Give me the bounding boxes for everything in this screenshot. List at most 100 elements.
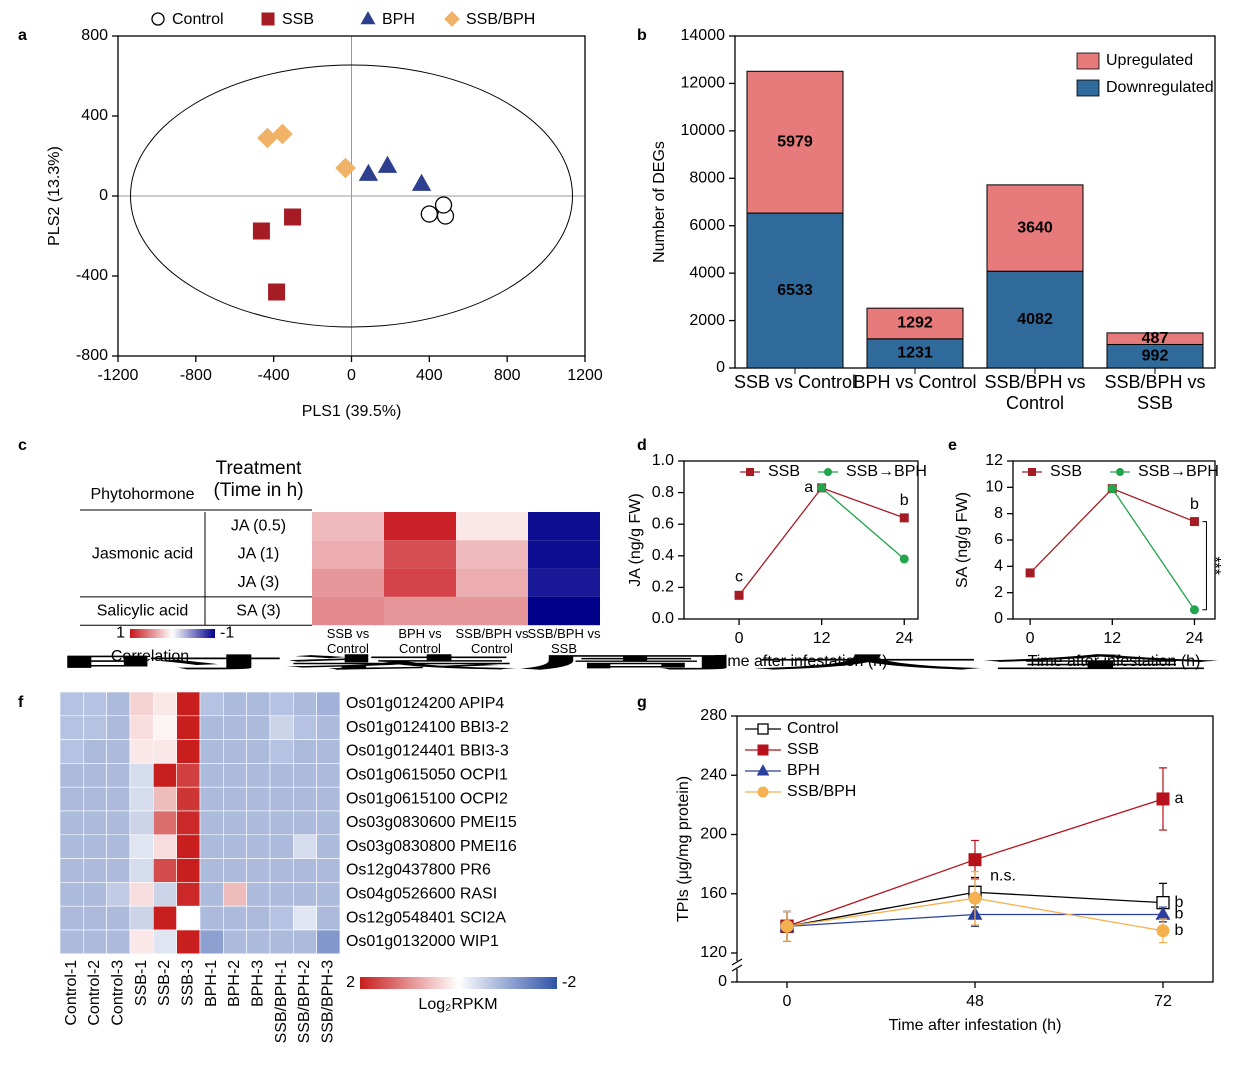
heatmap-cell bbox=[59, 786, 84, 812]
heatmap-cell bbox=[199, 810, 224, 836]
heatmap-cell bbox=[223, 834, 247, 859]
heatmap-cell bbox=[199, 905, 224, 931]
y-tick-label: 200 bbox=[700, 826, 727, 843]
y-tick-label: 8 bbox=[994, 505, 1003, 522]
heatmap-cell bbox=[223, 739, 247, 764]
heatmap-cell bbox=[59, 858, 84, 883]
heatmap-cell bbox=[106, 882, 131, 907]
y-tick-label: 1.0 bbox=[652, 452, 674, 469]
x-tick-label: 12 bbox=[813, 630, 831, 647]
legend-label: SSB→BPH bbox=[1138, 463, 1219, 480]
column-label: BPH vs Control bbox=[398, 627, 442, 657]
y-axis-label: PLS2 (13.3%) bbox=[46, 146, 63, 246]
y-tick-label: -800 bbox=[76, 347, 108, 364]
column-label: SSB/BPH-3 bbox=[320, 960, 337, 1044]
x-tick-label: 0 bbox=[735, 630, 744, 647]
y-tick-label: 12 bbox=[985, 452, 1003, 469]
significance-bracket bbox=[1202, 521, 1207, 611]
heatmap-cell bbox=[269, 810, 294, 836]
column-label: Control-3 bbox=[110, 960, 127, 1026]
heatmap-cell bbox=[199, 715, 224, 740]
heatmap-cell bbox=[316, 739, 341, 764]
point bbox=[1189, 517, 1199, 527]
heatmap-cell bbox=[199, 858, 224, 883]
point bbox=[899, 513, 909, 523]
column-label-box: BPH vs Control bbox=[398, 627, 442, 657]
heatmap-cell bbox=[153, 691, 177, 717]
point bbox=[268, 283, 286, 301]
axis-break-mark bbox=[731, 958, 743, 966]
legend-marker bbox=[151, 12, 165, 26]
legend-label: SSB bbox=[1050, 463, 1082, 480]
y-axis-label: TPIs (μg/mg protein) bbox=[675, 776, 692, 922]
legend-marker bbox=[756, 764, 770, 776]
heatmap-cell bbox=[384, 512, 456, 541]
x-tick-label: SSB/BPH vs SSB bbox=[1104, 372, 1206, 413]
y-tick-label: 4000 bbox=[689, 264, 725, 281]
heatmap-cell bbox=[176, 882, 201, 907]
heatmap-cell bbox=[153, 763, 177, 788]
panel-letter: c bbox=[18, 437, 27, 454]
point-label: b bbox=[900, 492, 909, 509]
bar-value-label: 1292 bbox=[897, 315, 933, 332]
heatmap-cell bbox=[129, 763, 154, 788]
heatmap-cell bbox=[316, 882, 341, 907]
column-label: SSB/BPH-1 bbox=[273, 960, 290, 1044]
bar-value-label: 4082 bbox=[1017, 311, 1053, 328]
colorbar-label: Log₂RPKM bbox=[418, 996, 497, 1013]
heatmap-cell bbox=[199, 691, 224, 717]
x-tick-label: 400 bbox=[416, 367, 443, 384]
point bbox=[1156, 924, 1170, 938]
heatmap-cell bbox=[83, 882, 107, 907]
y-tick-label: 160 bbox=[700, 885, 727, 902]
heatmap-cell bbox=[316, 929, 341, 955]
y-tick-label: 12000 bbox=[681, 75, 726, 92]
bar-segment bbox=[986, 270, 1084, 369]
row-label: JA (3) bbox=[238, 574, 280, 591]
heatmap-cell bbox=[292, 739, 317, 764]
x-tick-label: 0 bbox=[347, 367, 356, 384]
heatmap-cell bbox=[316, 905, 341, 931]
point bbox=[377, 155, 398, 173]
heatmap-cell bbox=[176, 691, 201, 717]
heatmap-cell bbox=[176, 834, 201, 859]
heatmap-cell bbox=[83, 715, 107, 740]
row-label: Os12g0437800 PR6 bbox=[346, 862, 491, 879]
y-tick-label: 0.6 bbox=[652, 515, 674, 532]
point-label: a bbox=[1175, 790, 1184, 807]
watermark: 时装周大全 bbox=[52, 653, 1231, 672]
point-label: n.s. bbox=[990, 867, 1016, 884]
row-label: Os01g0615050 OCPI1 bbox=[346, 767, 508, 784]
column-label: SSB vs Control bbox=[326, 627, 370, 657]
heatmap-cell bbox=[106, 786, 131, 812]
y-axis-label: JA (ng/g FW) bbox=[627, 493, 644, 586]
heatmap-cell bbox=[292, 929, 317, 955]
y-tick-label: 2 bbox=[994, 584, 1003, 601]
y-tick-label: 6 bbox=[994, 531, 1003, 548]
column-label: SSB-3 bbox=[180, 960, 197, 1006]
point bbox=[335, 157, 356, 179]
heatmap-cell bbox=[129, 810, 154, 836]
heatmap-cell bbox=[528, 540, 600, 569]
bar-segment bbox=[866, 307, 964, 340]
heatmap-cell bbox=[316, 763, 341, 788]
heatmap-cell bbox=[316, 691, 341, 717]
heatmap-cell bbox=[199, 763, 224, 788]
x-axis-label: Time after infestation (h) bbox=[715, 653, 888, 670]
legend-marker bbox=[1116, 468, 1124, 476]
column-label: SSB/BPH vs SSB bbox=[527, 627, 601, 657]
x-tick-label: 800 bbox=[494, 367, 521, 384]
point bbox=[411, 173, 432, 191]
heatmap-cell bbox=[528, 596, 600, 626]
heatmap-cell bbox=[292, 715, 317, 740]
heatmap-cell bbox=[106, 763, 131, 788]
row-label: Os03g0830800 PMEI16 bbox=[346, 838, 517, 855]
x-axis-label: Time after infestation (h) bbox=[889, 1017, 1062, 1034]
x-tick-label: 24 bbox=[895, 630, 913, 647]
heatmap-cell bbox=[106, 858, 131, 883]
heatmap-cell bbox=[59, 882, 84, 907]
row-label: JA (1) bbox=[238, 546, 280, 563]
heatmap-cell bbox=[269, 763, 294, 788]
x-axis-label: Time after infestation (h) bbox=[1028, 653, 1201, 670]
